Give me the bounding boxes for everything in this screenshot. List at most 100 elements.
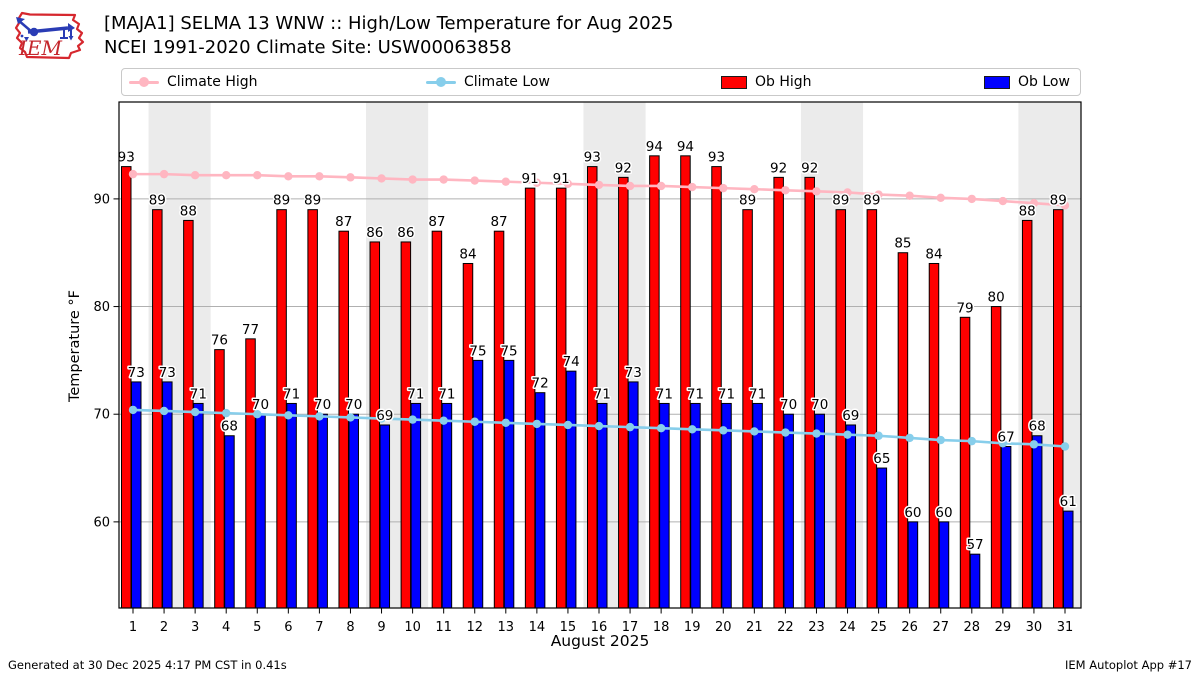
ob-low-value-label: 60 <box>904 505 921 521</box>
ob-high-bar <box>214 349 225 609</box>
ob-high-value-label: 77 <box>242 322 259 338</box>
ob-high-bar <box>276 209 287 609</box>
x-tick-label: 24 <box>839 620 856 635</box>
x-tick-label: 8 <box>346 620 354 635</box>
climate-high-marker <box>190 171 200 180</box>
ob-high-value-label: 86 <box>366 225 383 241</box>
chart-subtitle: NCEI 1991-2020 Climate Site: USW00063858 <box>104 37 512 58</box>
ob-high-bar <box>555 187 567 609</box>
ob-high-value-label: 92 <box>801 160 818 176</box>
ob-low-bar <box>845 424 857 609</box>
climate-high-marker <box>532 178 542 187</box>
x-tick-label: 1 <box>129 620 137 635</box>
ob-low-bar <box>255 413 266 609</box>
ob-low-bar <box>193 402 204 609</box>
ob-low-value-label: 70 <box>314 397 331 413</box>
climate-low-marker <box>284 411 293 420</box>
ob-low-bar <box>503 359 515 609</box>
ob-low-value-label: 68 <box>221 419 238 435</box>
ob-low-value-label: 75 <box>500 343 517 359</box>
climate-high-marker <box>315 172 324 181</box>
x-tick-label: 17 <box>622 620 639 635</box>
ob-high-swatch-icon <box>721 75 747 89</box>
climate-high-marker <box>843 188 852 197</box>
ob-high-value-label: 92 <box>770 160 787 176</box>
bars <box>121 155 1074 609</box>
ob-low-value-label: 69 <box>376 408 393 424</box>
climate-high-marker <box>501 177 511 186</box>
x-tick-label: 5 <box>253 620 261 635</box>
ob-high-bar <box>742 209 753 609</box>
ob-low-bar <box>628 381 639 609</box>
generated-timestamp: Generated at 30 Dec 2025 4:17 PM CST in … <box>8 658 287 672</box>
x-tick-label: 15 <box>560 620 577 635</box>
x-tick-label: 29 <box>995 620 1012 635</box>
ob-low-value-label: 75 <box>469 343 486 359</box>
ob-high-bar <box>680 155 691 609</box>
ob-low-bar <box>597 402 608 609</box>
climate-high-line-swatch-icon <box>129 77 159 87</box>
climate-low-marker <box>222 408 231 418</box>
ob-high-value-label: 87 <box>428 214 445 230</box>
climate-high-marker <box>594 180 604 190</box>
ob-high-bar <box>897 252 909 609</box>
ob-high-bar <box>400 241 412 609</box>
climate-high-marker <box>874 190 883 199</box>
y-tick-label: 70 <box>93 408 110 423</box>
ob-low-bar <box>162 381 173 609</box>
ob-low-bar <box>472 359 484 609</box>
ob-low-bar <box>1031 435 1043 609</box>
climate-high-marker <box>128 169 138 179</box>
ob-low-value-label: 70 <box>811 397 828 413</box>
x-tick-label: 11 <box>435 620 452 635</box>
climate-low-marker <box>843 430 852 439</box>
climate-low-marker <box>1029 440 1039 449</box>
ob-low-value-label: 71 <box>718 386 735 402</box>
ob-low-value-label: 70 <box>345 397 362 413</box>
climate-low-line-swatch-icon <box>426 77 456 87</box>
ob-high-value-label: 87 <box>490 214 507 230</box>
climate-high-marker <box>222 171 231 180</box>
ob-low-bar <box>814 413 825 609</box>
ob-high-value-label: 85 <box>894 236 911 252</box>
ob-high-bar <box>1053 209 1064 609</box>
ob-low-value-label: 65 <box>873 451 890 467</box>
climate-low-marker <box>719 426 728 435</box>
ob-high-bar <box>1021 219 1033 609</box>
climate-low-marker <box>563 420 573 430</box>
climate-low-marker <box>315 412 324 421</box>
y-tick-label: 60 <box>93 515 110 530</box>
ob-low-value-label: 70 <box>252 397 269 413</box>
ob-low-bar <box>1063 510 1074 609</box>
ob-low-value-label: 61 <box>1060 494 1077 510</box>
x-tick-label: 18 <box>653 620 670 635</box>
ob-low-value-label: 67 <box>998 430 1015 446</box>
x-tick-label: 30 <box>1026 620 1043 635</box>
ob-high-value-label: 89 <box>739 193 756 209</box>
climate-low-marker <box>594 421 604 431</box>
ob-high-bar <box>773 176 784 609</box>
title-block: [MAJA1] SELMA 13 WNW :: High/Low Tempera… <box>104 12 674 60</box>
climate-high-marker <box>688 182 697 192</box>
climate-low-marker <box>501 418 511 428</box>
x-tick-label: 27 <box>932 620 949 635</box>
ob-low-value-label: 71 <box>687 386 704 402</box>
ob-high-bar <box>121 166 132 609</box>
ob-low-value-label: 57 <box>966 537 983 553</box>
climate-high-marker <box>470 176 479 185</box>
ob-low-bar <box>348 413 359 609</box>
climate-high-marker <box>408 175 417 184</box>
climate-high-marker <box>439 175 448 184</box>
ob-low-bar <box>907 521 919 609</box>
climate-lines <box>128 169 1070 451</box>
ob-high-bar <box>866 209 878 609</box>
ob-high-bar <box>804 176 815 609</box>
ob-high-value-label: 92 <box>615 160 632 176</box>
x-tick-label: 9 <box>377 620 385 635</box>
ob-low-bar <box>131 381 142 609</box>
ob-low-swatch-icon <box>984 75 1010 89</box>
climate-high-marker <box>905 191 914 200</box>
ob-high-bar <box>245 338 256 609</box>
legend-label: Ob Low <box>1018 74 1070 90</box>
legend-item-ob-high: Ob High <box>721 69 812 95</box>
